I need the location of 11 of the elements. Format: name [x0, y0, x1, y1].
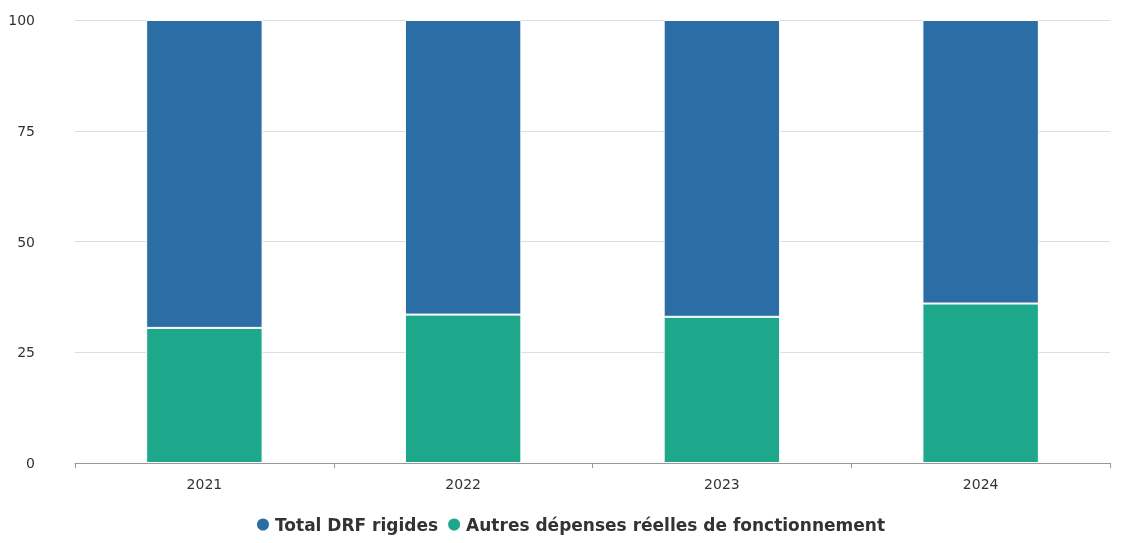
y-tick-label: 0	[26, 455, 35, 471]
x-tick-label: 2022	[445, 476, 481, 492]
y-tick-label: 25	[17, 344, 35, 361]
y-tick-label: 75	[17, 122, 35, 139]
y-tick-label: 50	[17, 233, 35, 250]
x-tick-label: 2021	[186, 476, 223, 492]
x-tick-label: 2024	[962, 476, 999, 492]
legend-label: Total DRF rigides	[274, 514, 439, 535]
y-tick-label: 100	[8, 12, 35, 28]
x-tick-label: 2023	[704, 476, 740, 492]
legend-label: Autres dépenses réelles de fonctionnement	[466, 514, 886, 535]
